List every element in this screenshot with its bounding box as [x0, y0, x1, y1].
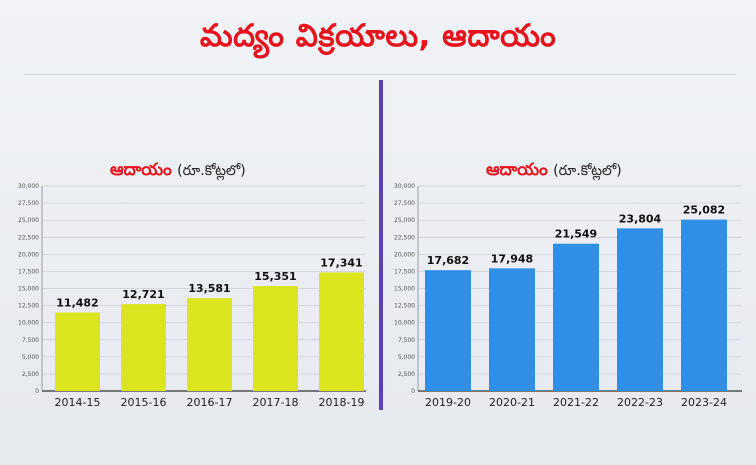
right-bar	[681, 219, 727, 391]
left-ytick-label: 7,500	[22, 337, 39, 344]
right-bar	[489, 268, 535, 391]
right-chart-title-unit: (రూ.కోట్లలో)	[553, 163, 622, 179]
right-ytick-label: 2,500	[398, 371, 415, 378]
left-category-label: 2016-17	[187, 396, 233, 409]
right-ytick-label: 7,500	[398, 337, 415, 344]
title-rule	[24, 74, 736, 75]
right-ytick-label: 17,500	[394, 268, 415, 275]
right-chart-title-highlight: ఆదాయం	[486, 160, 548, 180]
left-ytick-label: 10,000	[18, 320, 39, 327]
left-data-label: 17,341	[320, 257, 362, 270]
right-data-label: 23,804	[619, 212, 662, 225]
right-ytick-label: 5,000	[398, 354, 415, 361]
right-ytick-label: 0	[411, 388, 415, 395]
left-bar	[319, 272, 364, 391]
left-chart: 0 2,500 5,000 7,500 10,000 12,500 15,000 17,500…	[18, 183, 366, 409]
left-chart-title: ఆదాయం (రూ.కోట్లలో)	[110, 160, 246, 184]
left-data-label: 11,482	[56, 297, 98, 310]
left-category-label: 2018-19	[319, 396, 365, 409]
right-ytick-label: 27,500	[394, 200, 415, 207]
left-bar	[55, 312, 100, 391]
left-chart-title-highlight: ఆదాయం	[110, 160, 172, 180]
left-ytick-label: 2,500	[22, 371, 39, 378]
left-category-label: 2014-15	[55, 396, 101, 409]
right-category-label: 2019-20	[425, 396, 471, 409]
left-data-label: 12,721	[122, 288, 164, 301]
right-ytick-label: 12,500	[394, 303, 415, 310]
right-chart: 0 2,500 5,000 7,500 10,000 12,500 15,000 17,500…	[394, 183, 742, 409]
right-chart-title: ఆదాయం (రూ.కోట్లలో)	[486, 160, 622, 184]
right-ytick-label: 22,500	[394, 234, 415, 241]
right-ytick-label: 15,000	[394, 286, 415, 293]
left-chart-title-unit: (రూ.కోట్లలో)	[177, 163, 246, 179]
left-ytick-label: 22,500	[18, 234, 39, 241]
right-ytick-label: 20,000	[394, 251, 415, 258]
right-ytick-label: 30,000	[394, 183, 415, 190]
right-ytick-label: 25,000	[394, 217, 415, 224]
left-bar	[187, 298, 232, 391]
right-data-label: 25,082	[683, 204, 725, 217]
left-ytick-label: 25,000	[18, 217, 39, 224]
left-ytick-label: 30,000	[18, 183, 39, 190]
left-ytick-label: 5,000	[22, 354, 39, 361]
right-bar	[617, 228, 663, 391]
left-category-label: 2017-18	[253, 396, 299, 409]
left-ytick-label: 0	[35, 388, 39, 395]
right-data-label: 17,948	[491, 252, 533, 265]
right-category-label: 2020-21	[489, 396, 535, 409]
right-category-label: 2023-24	[681, 396, 727, 409]
left-ytick-label: 27,500	[18, 200, 39, 207]
left-ytick-label: 20,000	[18, 251, 39, 258]
right-data-label: 21,549	[555, 228, 597, 241]
left-ytick-label: 12,500	[18, 303, 39, 310]
left-category-label: 2015-16	[121, 396, 167, 409]
right-ytick-label: 10,000	[394, 320, 415, 327]
panel-divider	[379, 80, 383, 410]
left-ytick-label: 17,500	[18, 268, 39, 275]
left-data-label: 15,351	[254, 270, 296, 283]
right-category-label: 2022-23	[617, 396, 663, 409]
left-bar	[253, 286, 298, 391]
right-bar	[425, 270, 471, 391]
left-ytick-label: 15,000	[18, 286, 39, 293]
page-title: మద్యం విక్రయాలు, ఆదాయం	[199, 18, 557, 54]
right-category-label: 2021-22	[553, 396, 599, 409]
right-data-label: 17,682	[427, 254, 469, 267]
left-bar	[121, 304, 166, 391]
right-bar	[553, 243, 599, 391]
left-data-label: 13,581	[188, 282, 230, 295]
